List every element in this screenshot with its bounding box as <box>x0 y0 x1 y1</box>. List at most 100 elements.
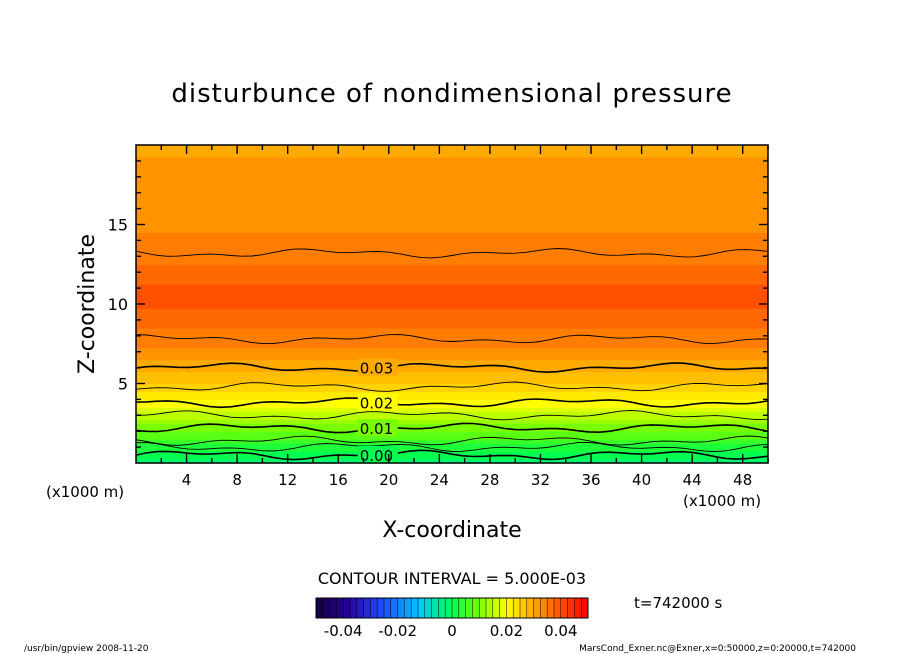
contour-labels: 0.00 0.01 0.02 0.03 <box>357 358 398 465</box>
field-band <box>136 272 768 277</box>
colorbar-cell <box>322 598 330 618</box>
colorbar-cell <box>397 598 405 618</box>
contour-line <box>135 397 769 409</box>
field-band <box>136 196 768 202</box>
colorbar-cell <box>499 598 507 618</box>
contour-label-bg <box>357 393 398 411</box>
field-band <box>136 300 768 305</box>
colorbar-cell <box>336 598 344 618</box>
field-band <box>136 359 768 365</box>
field-band <box>136 164 768 170</box>
field-band <box>136 192 768 198</box>
colorbar-cell <box>574 598 582 618</box>
contour-line <box>135 248 769 259</box>
colorbar-tick-label: 0.04 <box>544 622 577 640</box>
colorbar-cell <box>472 598 480 618</box>
colorbar-cell <box>404 598 412 618</box>
colorbar-cell <box>547 598 555 618</box>
colorbar-cell <box>560 598 568 618</box>
colorbar-cell <box>533 598 541 618</box>
contour-line <box>135 435 769 446</box>
field-band <box>136 156 768 162</box>
y-tick-label: 5 <box>118 375 128 394</box>
colorbar-ticks: -0.04 -0.02 0 0.02 0.04 <box>324 622 578 640</box>
field-band <box>136 220 768 226</box>
field-band <box>136 383 768 389</box>
field-band <box>136 403 768 408</box>
field-band <box>136 160 768 166</box>
field-band <box>136 343 768 349</box>
field-band <box>136 180 768 186</box>
field-band <box>136 455 768 460</box>
field-band <box>136 355 768 361</box>
colorbar-cell <box>513 598 521 618</box>
colorbar-cell <box>526 598 534 618</box>
colorbar-cell <box>458 598 466 618</box>
field-band <box>136 208 768 214</box>
field-band <box>136 288 768 293</box>
field-band <box>136 375 768 381</box>
colorbar-cell <box>424 598 432 618</box>
colorbar-cell <box>438 598 446 618</box>
contour-label-bg <box>357 358 398 376</box>
colorbar-cell <box>479 598 487 618</box>
colorbar-cell <box>329 598 337 618</box>
field-band <box>136 216 768 222</box>
x-tick-label: 40 <box>632 471 651 489</box>
field-band <box>136 395 768 400</box>
colorbar-cell <box>411 598 419 618</box>
field-band <box>136 204 768 210</box>
x-tick-label: 44 <box>683 471 702 489</box>
field-band <box>136 351 768 357</box>
colorbar-cell <box>370 598 378 618</box>
contour-label: 0.01 <box>360 420 393 438</box>
field-band <box>136 296 768 301</box>
x-unit-right: (x1000 m) <box>683 492 761 510</box>
field-band <box>136 439 768 444</box>
colorbar-cell <box>486 598 494 618</box>
field-band <box>136 311 768 317</box>
colorbar-cell <box>384 598 392 618</box>
field-band <box>136 184 768 190</box>
field-band <box>136 252 768 257</box>
field-band <box>136 292 768 297</box>
colorbar-cell <box>465 598 473 618</box>
field-band <box>136 367 768 373</box>
colorbar-cell <box>390 598 398 618</box>
footer-right: MarsCond_Exner.nc@Exner,x=0:50000,z=0:20… <box>579 644 856 654</box>
field-band <box>136 347 768 353</box>
contour-line <box>135 422 769 434</box>
field-band <box>136 145 768 150</box>
field-band <box>136 379 768 385</box>
colorbar-tick-label: -0.04 <box>324 622 363 640</box>
colorbar <box>315 597 589 619</box>
field-band <box>136 399 768 404</box>
field-band <box>136 200 768 206</box>
colorbar-tick-label: 0.02 <box>490 622 523 640</box>
colorbar-tick-label: -0.02 <box>378 622 417 640</box>
colorbar-frame <box>315 597 589 619</box>
field-band <box>136 323 768 329</box>
field-band <box>136 443 768 448</box>
field-band <box>136 335 768 341</box>
x-tick-label: 36 <box>581 471 600 489</box>
field-band <box>136 419 768 424</box>
x-tick-label: 4 <box>182 471 192 489</box>
contour-label-bg <box>357 419 398 437</box>
field-band <box>136 176 768 182</box>
colorbar-cell <box>350 598 358 618</box>
field-band <box>136 276 768 281</box>
x-tick-label: 8 <box>232 471 242 489</box>
field-band <box>136 148 768 154</box>
field-band <box>136 391 768 397</box>
field-band <box>136 371 768 377</box>
field-band <box>136 315 768 321</box>
field-band <box>136 284 768 289</box>
y-tick-label: 10 <box>108 295 128 314</box>
field-band <box>136 188 768 194</box>
field-band <box>136 411 768 416</box>
colorbar-tick-label: 0 <box>447 622 457 640</box>
contour-label: 0.00 <box>360 447 393 465</box>
colorbar-cell <box>520 598 528 618</box>
field-band <box>136 415 768 420</box>
